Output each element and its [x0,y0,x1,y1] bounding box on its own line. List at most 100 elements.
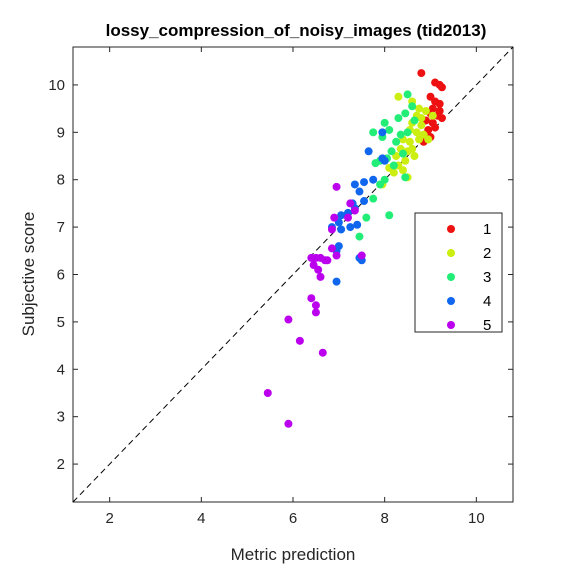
y-tick-label: 8 [57,172,65,189]
data-point [403,128,412,137]
data-point [417,121,426,130]
y-axis-label: Subjective score [19,212,38,337]
data-point [389,168,398,177]
data-point [369,128,378,137]
data-point [408,144,417,153]
data-point [360,178,369,187]
data-point [380,156,389,165]
data-points [263,69,446,428]
legend-marker-1 [447,225,455,233]
data-point [355,187,364,196]
data-point [346,223,355,232]
data-point [403,90,412,99]
y-tick-label: 3 [57,409,65,426]
series-4 [327,128,389,286]
x-tick-label: 4 [197,510,205,527]
y-tick-label: 5 [57,314,65,331]
data-point [355,232,364,241]
data-point [401,109,410,118]
y-tick-label: 10 [48,77,65,94]
series-5 [263,182,366,428]
data-point [399,149,407,158]
data-point [396,130,405,139]
data-point [263,388,272,397]
data-point [371,159,380,168]
data-point [284,419,293,428]
legend-box [414,212,503,333]
data-point [353,220,362,229]
y-tick-label: 7 [57,219,65,236]
legend: 1 2 3 4 5 [414,212,503,334]
legend-label-2: 2 [483,245,491,262]
legend-marker-5 [447,321,455,329]
legend-marker-3 [447,273,455,281]
legend-marker-4 [447,297,455,305]
data-point [307,294,316,303]
data-point [410,152,419,161]
data-point [364,147,373,156]
data-point [350,180,359,189]
data-point [437,114,446,123]
data-point [284,315,293,324]
axis-ticks: 2 4 6 8 10 2 3 4 5 6 7 8 9 10 [48,47,513,527]
data-point [410,116,419,125]
data-point [428,111,437,120]
data-point [437,83,446,92]
identity-line [72,46,514,503]
data-point [378,128,387,137]
data-point [314,265,323,274]
data-point [401,173,410,182]
data-point [346,199,355,208]
legend-label-1: 1 [483,221,491,238]
data-point [385,125,394,134]
legend-label-3: 3 [483,269,491,286]
data-point [399,166,407,175]
x-tick-label: 10 [468,510,485,527]
data-point [344,213,352,222]
data-point [327,225,336,234]
data-point [316,272,325,281]
data-point [412,128,421,137]
data-point [357,251,366,260]
data-point [394,114,403,123]
data-point [362,213,371,222]
data-point [415,135,424,144]
chart-title: lossy_compression_of_noisy_images (tid20… [106,21,487,40]
data-point [415,104,424,113]
data-point [337,211,346,220]
data-point [405,137,414,146]
data-point [360,197,369,206]
legend-label-5: 5 [483,317,491,334]
data-point [332,251,341,260]
data-point [337,225,346,234]
data-point [369,194,378,203]
legend-marker-2 [447,249,455,257]
data-point [392,137,401,146]
y-tick-label: 6 [57,267,65,284]
data-point [295,336,304,345]
y-tick-label: 9 [57,124,65,141]
data-point [389,161,398,170]
data-point [311,301,320,310]
data-point [421,106,430,115]
data-point [350,206,359,215]
y-tick-label: 4 [57,361,65,378]
data-point [408,102,417,111]
data-point [387,147,396,156]
legend-label-4: 4 [483,293,491,310]
data-point [417,69,426,78]
data-point [380,118,389,127]
y-tick-label: 2 [57,456,65,473]
data-point [332,277,341,286]
x-tick-label: 2 [105,510,113,527]
data-point [311,308,320,317]
data-point [323,256,332,265]
x-tick-label: 6 [289,510,297,527]
x-tick-label: 8 [380,510,388,527]
data-point [431,123,440,132]
data-point [369,175,378,184]
data-point [318,348,327,357]
data-point [435,99,444,108]
data-point [332,182,341,191]
